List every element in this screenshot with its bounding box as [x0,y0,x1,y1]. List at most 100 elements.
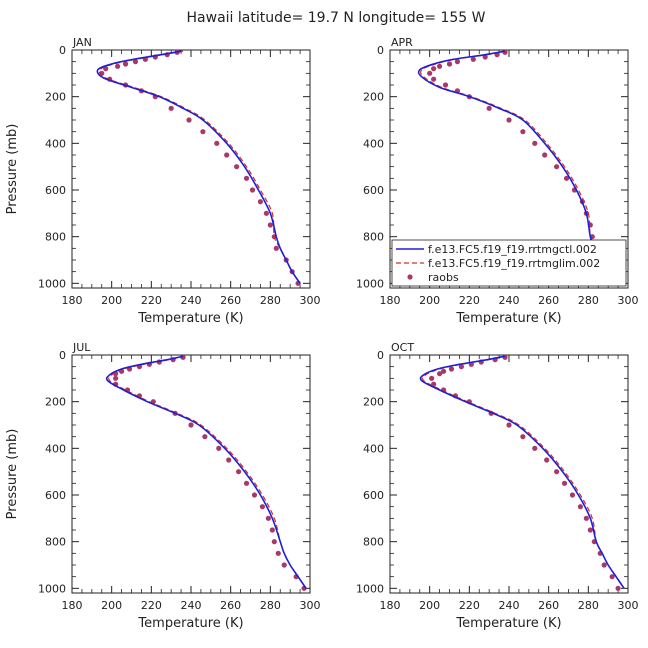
y-tick-label: 600 [45,184,66,197]
y-tick-label: 200 [45,91,66,104]
y-tick-label: 200 [363,91,384,104]
legend-label: raobs [428,271,459,284]
ctrl-line [105,355,307,589]
x-tick-label: 220 [141,599,162,612]
raobs-point [249,187,256,193]
y-tick-label: 1000 [356,277,384,290]
x-tick-label: 280 [260,599,281,612]
raobs-point [224,152,230,158]
x-tick-label: 240 [499,294,520,307]
panel-title: OCT [391,341,414,354]
raobs-point [587,527,593,533]
raobs-point [202,434,208,440]
raobs-point [113,375,119,381]
y-axis-label: Pressure (mb) [5,124,20,215]
y-axis-label: Pressure (mb) [5,429,20,520]
raobs-point [482,54,488,60]
raobs-point [200,129,206,135]
y-tick-label: 0 [377,349,384,362]
raobs-point [275,550,281,556]
plot-frame [71,49,311,289]
x-tick-label: 200 [419,599,440,612]
raobs-point [506,422,512,428]
panel-title: JUL [72,341,91,354]
raobs-point [259,504,265,510]
x-tick-label: 180 [62,599,83,612]
raobs-point [236,469,242,475]
raobs-point [601,562,607,568]
raobs-point [561,480,568,486]
x-tick-label: 280 [260,294,281,307]
raobs-point [257,199,264,205]
raobs-point [234,164,240,170]
raobs-point [436,371,443,377]
raobs-point [554,164,560,170]
x-tick-label: 300 [618,599,639,612]
raobs-point [263,210,269,216]
panel-jan: 180 200 220 240 260 280 300 0 200 400 600 800 1000 JA… [5,36,321,326]
x-tick-label: 200 [419,294,440,307]
raobs-point [542,152,548,158]
raobs-point [520,129,526,135]
mglim-line [421,355,625,589]
x-tick-label: 280 [578,294,599,307]
data-layer [105,355,307,591]
raobs-point [458,364,464,370]
x-tick-label: 260 [220,294,241,307]
y-tick-label: 400 [45,442,66,455]
x-tick-label: 260 [538,599,559,612]
y-tick-label: 0 [59,349,66,362]
raobs-point [454,59,461,65]
y-tick-label: 0 [377,44,384,57]
y-tick-label: 800 [45,231,66,244]
data-layer [419,355,625,591]
raobs-point [122,61,129,67]
panel-jul: 180 200 220 240 260 280 300 0 200 400 600 800 1000 JU… [5,341,321,631]
raobs-point [520,434,526,440]
x-tick-label: 240 [181,599,202,612]
raobs-point [532,140,538,146]
raobs-point [577,504,584,510]
x-tick-label: 300 [300,599,321,612]
x-tick-label: 240 [181,294,202,307]
raobs-point [448,366,455,372]
x-tick-label: 280 [578,599,599,612]
legend-box [391,239,627,287]
raobs-point [243,175,250,181]
y-tick-label: 400 [363,137,384,150]
raobs-point [188,422,194,428]
legend: f.e13.FC5.f19_f19.rrtmgctl.002f.e13.FC5.… [391,239,627,287]
raobs-point [115,63,121,69]
raobs-point [267,222,273,228]
raobs-point [271,539,277,545]
raobs-point [281,562,287,568]
raobs-point [429,375,435,381]
panel-apr: 180 200 220 240 260 280 300 0 200 400 600 800 1000 AP… [356,36,639,326]
data-layer [96,50,301,286]
x-tick-label: 300 [618,294,639,307]
legend-raobs-marker [407,274,413,280]
mglim-line [108,355,307,589]
x-tick-label: 180 [62,294,83,307]
raobs-point [269,527,275,533]
raobs-point [506,117,512,123]
y-tick-label: 600 [363,489,384,502]
x-tick-label: 180 [380,294,401,307]
raobs-point [544,457,550,463]
raobs-point [265,515,271,521]
raobs-point [186,117,192,123]
legend-label: f.e13.FC5.f19_f19.rrtmglim.002 [428,257,600,270]
raobs-point [440,368,447,374]
x-tick-label: 260 [538,294,559,307]
raobs-point [615,585,621,591]
y-tick-label: 400 [363,442,384,455]
y-tick-label: 1000 [356,582,384,595]
raobs-point [563,175,570,181]
raobs-point [583,515,589,521]
x-tick-label: 300 [300,294,321,307]
y-tick-label: 200 [363,396,384,409]
raobs-point [554,469,560,475]
plot-frame [71,354,311,594]
plot-frame [389,354,629,594]
